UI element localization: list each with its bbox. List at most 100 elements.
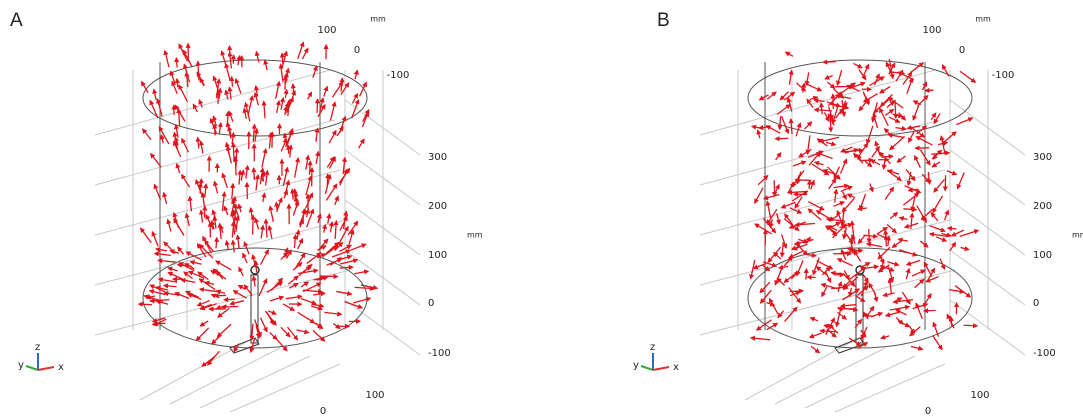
field-arrow [196,243,207,258]
field-arrow [290,188,296,200]
field-arrow [279,96,286,110]
field-arrow [786,189,806,195]
field-arrow [156,98,163,117]
field-arrow [302,288,324,295]
field-arrow [841,100,847,118]
field-arrow [839,82,857,95]
field-arrow [824,74,833,80]
field-arrow [248,206,254,219]
field-arrow [821,266,832,276]
field-arrow [292,261,303,271]
field-arrow [794,177,812,183]
field-arrow [162,191,168,204]
field-arrow [184,263,195,270]
field-arrow [287,326,299,341]
grid-line [699,219,951,286]
top-unit: mm [975,15,991,24]
field-arrow [776,104,791,115]
field-arrow [849,238,855,255]
field-arrow [806,179,812,189]
field-arrow [902,71,913,85]
field-arrow [306,252,322,265]
field-arrow [935,236,948,242]
field-arrow [251,123,257,142]
field-arrow [796,243,808,256]
field-arrow [254,217,260,230]
field-arrow [775,213,781,225]
field-arrow [187,293,202,300]
field-arrow [757,174,769,186]
field-arrow [282,132,288,144]
field-arrow [173,217,185,236]
field-arrow [261,192,267,203]
field-arrow [305,154,311,170]
field-arrow [943,209,950,221]
field-arrow [942,131,957,144]
antenna-rod [250,274,259,344]
field-arrow [915,136,933,146]
field-arrow [765,125,781,134]
grid-line [94,169,341,236]
field-arrow [758,124,769,131]
field-arrow [328,221,335,233]
field-arrow [230,141,237,163]
field-arrow [278,63,284,83]
field-arrow [211,334,222,345]
field-arrow [247,95,255,116]
panel: A 100 0 -100 mm 300 200 100 0 -100 mm 100 0 yz x [10,10,483,417]
field-arrow [163,290,181,297]
field-arrow [887,277,893,294]
field-arrow [839,303,857,309]
field-arrow [932,335,943,351]
field-arrow [865,125,874,145]
field-arrow [297,311,316,324]
field-arrow [788,287,802,304]
field-arrow [905,259,921,266]
field-arrow [910,345,924,351]
field-arrow [879,86,891,94]
field-arrow [187,195,193,212]
field-arrow [826,328,837,338]
field-arrow [279,52,285,65]
field-arrow [187,270,205,279]
field-arrow [200,192,206,207]
field-arrow [274,201,280,212]
field-arrow [914,154,921,168]
field-arrow [888,58,895,80]
field-arrow [954,285,972,298]
field-arrow [922,308,936,314]
field-arrow [254,319,262,338]
field-arrow [810,179,815,190]
panel-label: A [10,10,23,31]
z-unit: mm [467,231,483,240]
field-arrow [906,171,912,187]
field-arrow [777,310,785,319]
field-arrow [312,329,326,342]
field-arrow [897,237,908,243]
field-arrow [352,296,372,304]
field-arrow [825,141,837,147]
field-arrow [916,125,928,135]
field-arrow [223,205,229,216]
field-arrow [177,246,185,255]
field-arrow [215,260,232,271]
field-arrow [217,121,223,135]
field-arrow [768,297,779,315]
field-arrow [180,277,196,284]
field-arrow [790,270,800,280]
field-arrow [860,157,874,163]
field-arrow [889,136,905,151]
field-arrow [922,293,932,307]
field-arrow [292,233,298,249]
field-arrow [780,115,790,135]
field-arrow [895,316,904,325]
field-arrow [853,249,862,262]
field-arrow [834,102,848,119]
field-arrow [783,273,795,284]
field-arrow [142,128,152,141]
field-arrow [182,49,193,68]
field-arrow [948,288,965,294]
field-arrow [235,234,241,249]
field-arrow [195,327,210,342]
field-arrow [215,289,226,295]
